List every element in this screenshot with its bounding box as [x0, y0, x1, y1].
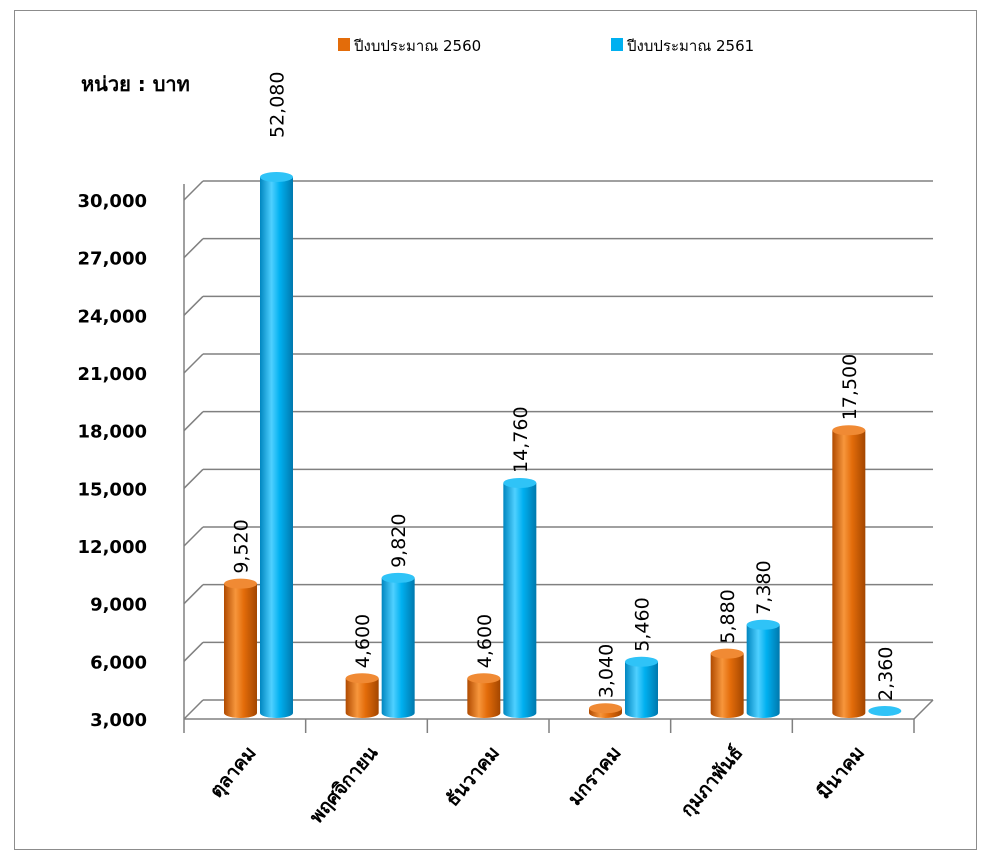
bar-top: [589, 703, 622, 714]
bar-body: [710, 653, 744, 719]
chart-frame: ปีงบประมาณ 2560 ปีงบประมาณ 2561 หน่วย : …: [14, 10, 977, 850]
data-label: 4,600: [352, 614, 374, 668]
gridline-diagonal: [183, 641, 204, 662]
gridline-diagonal: [183, 584, 204, 605]
bar-top: [224, 578, 257, 589]
bar-body: [260, 177, 293, 719]
bar-top: [710, 648, 744, 659]
legend-label-2561: ปีงบประมาณ 2561: [626, 37, 754, 55]
bar-body: [746, 624, 780, 719]
data-label: 17,500: [839, 354, 861, 420]
y-tick-label: 9,000: [90, 595, 147, 616]
bar: [345, 673, 379, 719]
bar-top: [832, 425, 866, 436]
data-label: 9,520: [231, 519, 253, 573]
bar: [224, 578, 257, 719]
y-tick-label: 6,000: [90, 652, 147, 673]
data-label: 7,380: [753, 560, 775, 614]
gridline-diagonal: [183, 699, 204, 720]
data-label: 2,360: [875, 647, 897, 701]
bar-body: [467, 678, 501, 719]
y-tick-label: 12,000: [78, 537, 147, 558]
gridline-diagonal: [183, 238, 204, 259]
bar-top: [345, 673, 379, 684]
category-label: ตุลาคม: [205, 742, 261, 803]
bar-top: [746, 619, 780, 630]
bar: [868, 706, 902, 716]
bar: [746, 619, 780, 719]
legend-swatch-2560: [338, 38, 350, 51]
bar: [625, 656, 658, 719]
bar: [503, 477, 537, 718]
data-label: 9,820: [388, 513, 410, 567]
category-label: มกราคม: [564, 742, 626, 810]
y-tick-label: 3,000: [90, 710, 147, 731]
y-tick-label: 18,000: [78, 422, 147, 443]
legend-swatch-2561: [611, 38, 623, 51]
unit-label: หน่วย : บาท: [81, 72, 190, 96]
category-label: กุมภาพันธ์: [676, 742, 748, 821]
bar-top: [260, 172, 293, 182]
y-tick-label: 27,000: [78, 249, 147, 270]
bar: [832, 425, 866, 719]
category-labels: ตุลาคม พฤศจิกายน ธันวาคม มกราคม กุมภาพันธ์ มี…: [205, 742, 869, 828]
data-label: 5,880: [717, 589, 739, 643]
bar: [710, 648, 744, 719]
category-label: มีนาคม: [813, 742, 869, 803]
gridline-diagonal: [183, 526, 204, 547]
bar-top: [381, 572, 415, 583]
gridline-diagonal: [183, 353, 204, 374]
y-tick-label: 24,000: [78, 306, 147, 327]
bar-body: [381, 577, 415, 719]
gridline-diagonal: [183, 180, 204, 201]
data-label: 52,080: [267, 72, 289, 138]
floor-edge: [913, 699, 934, 720]
axes: [183, 184, 934, 733]
gridline-diagonal: [183, 468, 204, 489]
data-label: 5,460: [632, 597, 654, 651]
legend: ปีงบประมาณ 2560 ปีงบประมาณ 2561: [338, 37, 754, 55]
bar: [589, 703, 622, 719]
y-tick-label: 15,000: [78, 479, 147, 500]
category-label: ธันวาคม: [441, 742, 504, 811]
data-label: 3,040: [596, 644, 618, 698]
bar: [260, 172, 293, 719]
category-label: พฤศจิกายน: [305, 742, 382, 828]
gridline-diagonal: [183, 411, 204, 432]
data-label: 14,760: [510, 406, 532, 472]
y-tick-labels: 3,000 6,000 9,000 12,000 15,000 18,000 21,000 2…: [78, 191, 147, 731]
bar: [381, 572, 415, 719]
gridlines: [183, 180, 933, 720]
bar-body: [345, 678, 379, 719]
bar-top: [625, 656, 658, 667]
y-tick-label: 30,000: [78, 191, 147, 212]
data-label: 4,600: [474, 614, 496, 668]
bar-top: [467, 673, 501, 684]
bar-body: [625, 661, 658, 719]
chart-svg: ปีงบประมาณ 2560 ปีงบประมาณ 2561 หน่วย : …: [78, 37, 934, 828]
bar-top: [868, 706, 902, 716]
bar-top: [503, 477, 537, 488]
legend-label-2560: ปีงบประมาณ 2560: [353, 37, 481, 55]
bar: [467, 673, 501, 719]
bar-body: [503, 482, 537, 718]
data-labels: 9,520 52,080 4,600 9,820 4,600 14,760 3,040 5,4…: [231, 72, 897, 701]
bar-body: [224, 583, 257, 719]
bars: [224, 172, 902, 719]
gridline-diagonal: [183, 295, 204, 316]
bar-body: [832, 430, 866, 719]
y-tick-label: 21,000: [78, 364, 147, 385]
